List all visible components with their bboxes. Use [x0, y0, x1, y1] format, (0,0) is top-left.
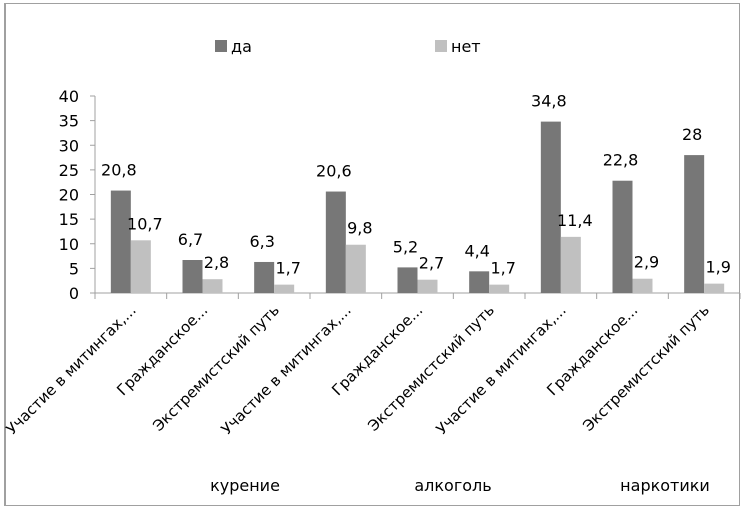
x-tick-label: Экстремистский путь	[364, 301, 498, 435]
y-tick-label: 40	[59, 87, 79, 106]
x-tick-label: Экстремистский путь	[149, 301, 283, 435]
data-label: 5,2	[393, 237, 418, 256]
y-tick-label: 5	[69, 259, 79, 278]
y-tick-label: 25	[59, 161, 79, 180]
bar-net	[417, 279, 438, 293]
group-label: наркотики	[620, 476, 710, 495]
x-tick-label: Экстремистский путь	[579, 301, 713, 435]
legend-item: да	[215, 37, 252, 56]
legend-label: да	[231, 37, 252, 56]
x-tick-label: Участие в митингах,...	[433, 301, 570, 438]
data-label: 11,4	[557, 211, 593, 230]
bar-da	[254, 261, 275, 293]
bar-da	[684, 155, 705, 293]
bar-net	[489, 284, 510, 293]
bar-da	[540, 121, 561, 293]
bar-da	[325, 191, 346, 293]
legend: да нет	[215, 37, 481, 56]
bar-net	[202, 279, 223, 293]
bar-da	[182, 260, 203, 293]
y-tick-label: 30	[59, 136, 79, 155]
data-label: 1,7	[275, 259, 300, 278]
data-label: 34,8	[531, 92, 567, 111]
group-label: курение	[210, 476, 280, 495]
y-tick-label: 10	[59, 235, 79, 254]
y-tick-label: 0	[69, 284, 79, 303]
data-label: 9,8	[347, 219, 372, 238]
y-tick-label: 15	[59, 210, 79, 229]
data-labels: 20,8 6,7 6,3 20,6 5,2 4,4 34,8 22,8 28 10,7 2,8 1,7…	[101, 92, 731, 278]
bar-net	[274, 284, 295, 293]
bar-net	[704, 283, 725, 293]
x-tick-label: Участие в митингах,...	[218, 301, 355, 438]
data-label: 6,3	[249, 232, 274, 251]
data-label: 4,4	[464, 241, 489, 260]
data-label: 20,6	[316, 162, 352, 181]
group-labels: курение алкоголь наркотики	[210, 476, 710, 495]
data-label: 1,7	[490, 259, 515, 278]
data-label: 10,7	[127, 214, 163, 233]
x-tick-labels: Участие в митингах,...Гражданское...Экст…	[3, 301, 713, 438]
bar-da	[612, 180, 633, 293]
y-tick-label: 35	[59, 112, 79, 131]
legend-item: нет	[435, 37, 481, 56]
bars	[110, 121, 725, 293]
data-label: 2,9	[634, 253, 659, 272]
bar-net	[345, 244, 366, 293]
legend-label: нет	[451, 37, 481, 56]
legend-swatch	[215, 40, 227, 52]
bar-da	[469, 271, 490, 293]
data-label: 2,8	[204, 253, 229, 272]
bar-da	[397, 267, 418, 293]
legend-swatch	[435, 40, 447, 52]
data-label: 1,9	[705, 258, 730, 277]
data-label: 22,8	[603, 151, 639, 170]
y-tick-label: 20	[59, 186, 79, 205]
bar-net	[632, 278, 653, 293]
x-tick-label: Участие в митингах,...	[3, 301, 140, 438]
bar-da	[110, 190, 131, 293]
data-label: 6,7	[178, 230, 203, 249]
data-label: 2,7	[419, 254, 444, 273]
data-label: 28	[682, 125, 702, 144]
data-label: 20,8	[101, 161, 137, 180]
bar-net	[560, 236, 581, 293]
bar-net	[130, 240, 151, 293]
group-label: алкоголь	[414, 476, 491, 495]
